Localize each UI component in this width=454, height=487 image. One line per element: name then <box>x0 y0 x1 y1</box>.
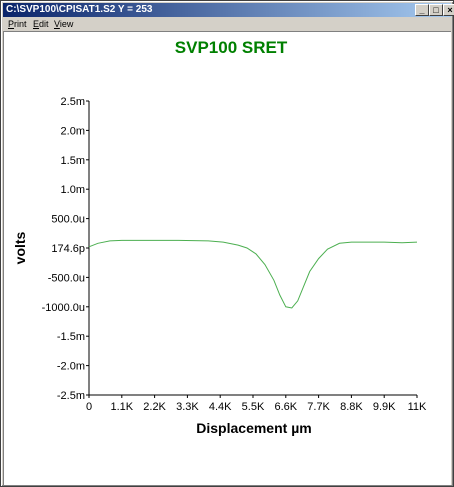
menu-view-accel: V <box>54 19 60 29</box>
y-tick-label: -2.5m <box>57 390 85 402</box>
x-axis-label: Displacement µm <box>196 420 311 436</box>
x-tick-label: 6.6K <box>274 401 297 413</box>
chart-area: SVP100 SRET volts Displacement µm 2.5m 2.… <box>3 31 451 485</box>
y-tick-label: -1000.0u <box>42 302 85 314</box>
axes <box>88 101 417 396</box>
y-tick-label: 1.0m <box>61 184 85 196</box>
close-icon: × <box>447 5 453 15</box>
y-tick-label: -2.0m <box>57 361 85 373</box>
x-tick-label: 0 <box>86 401 92 413</box>
title-bar[interactable]: C:\SVP100\CPISAT1.S2 Y = 253 _ □ × <box>3 3 454 17</box>
menu-edit-accel: E <box>33 19 40 29</box>
x-tick-label: 11K <box>408 401 427 413</box>
y-tick-label: 174.6p <box>51 243 85 255</box>
close-button[interactable]: × <box>443 4 454 16</box>
menu-print-accel: P <box>8 19 15 29</box>
menu-edit-rest: dit <box>39 19 49 29</box>
window-title: C:\SVP100\CPISAT1.S2 Y = 253 <box>6 4 153 15</box>
x-tick-label: 4.4K <box>209 401 232 413</box>
x-tick-label: 3.3K <box>176 401 199 413</box>
y-tick-label: -1.5m <box>57 331 85 343</box>
y-tick-label: 2.0m <box>61 125 85 137</box>
menu-edit[interactable]: Edit <box>33 18 49 30</box>
ticks: 2.5m 2.0m 1.5m 1.0m 500.0u 174.6p -500.0u -1000… <box>42 96 427 413</box>
chart-title: SVP100 SRET <box>175 38 288 57</box>
menu-print-rest: rint <box>14 19 27 29</box>
x-tick-label: 9.9K <box>373 401 396 413</box>
x-tick-label: 7.7K <box>307 401 330 413</box>
menu-view[interactable]: View <box>54 18 73 30</box>
x-tick-label: 5.5K <box>242 401 265 413</box>
minimize-button[interactable]: _ <box>415 4 429 16</box>
y-axis-label: volts <box>12 231 28 264</box>
menu-bar: Print Edit View <box>3 18 451 30</box>
x-tick-label: 1.1K <box>110 401 133 413</box>
x-tick-label: 2.2K <box>143 401 166 413</box>
y-tick-label: 500.0u <box>51 214 85 226</box>
x-tick-label: 8.8K <box>340 401 363 413</box>
y-tick-label: -500.0u <box>48 272 85 284</box>
menu-print[interactable]: Print <box>8 18 27 30</box>
maximize-icon: □ <box>433 5 439 15</box>
y-tick-label: 2.5m <box>61 96 85 108</box>
menu-view-rest: iew <box>59 19 74 29</box>
minimize-icon: _ <box>419 5 425 15</box>
chart-svg: SVP100 SRET volts Displacement µm 2.5m2.… <box>12 38 427 436</box>
series-line <box>88 239 418 309</box>
y-tick-label: 1.5m <box>61 155 85 167</box>
maximize-button[interactable]: □ <box>429 4 443 16</box>
